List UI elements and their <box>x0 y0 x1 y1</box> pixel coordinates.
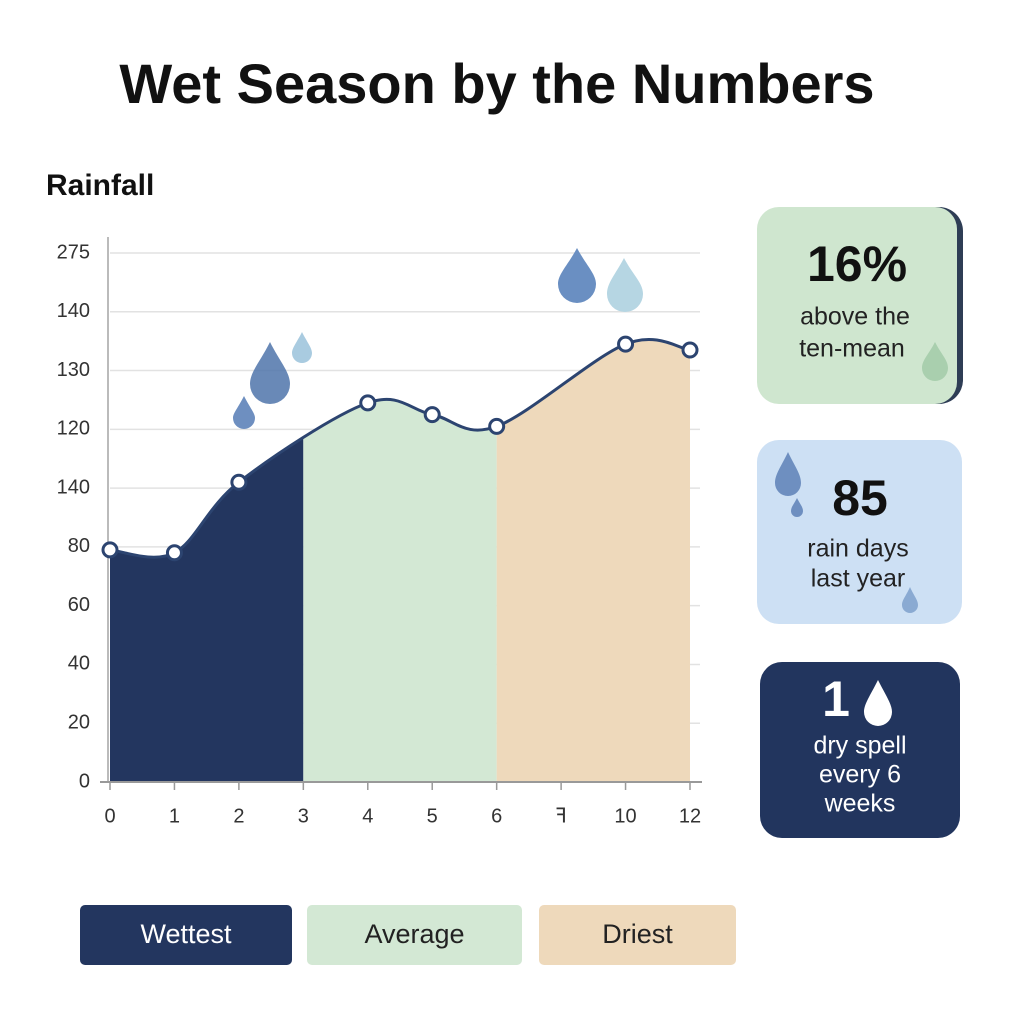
x-tick-label: 12 <box>679 805 701 827</box>
point <box>423 406 441 424</box>
legend-swatch <box>80 905 292 965</box>
chart-title: Rainfall <box>46 169 154 202</box>
x-tick-label: 5 <box>427 805 438 827</box>
legend-label: Average <box>364 919 464 949</box>
y-tick-label: 80 <box>68 535 90 557</box>
card-headline: 1 <box>822 671 850 727</box>
x-tick-label: 10 <box>614 805 636 827</box>
stat-card: 16% above the ten-mean <box>757 207 963 404</box>
legend-label: Wettest <box>140 919 232 949</box>
region-area <box>110 437 304 782</box>
stat-card: 85 rain days last year <box>757 440 962 624</box>
card-text: above the <box>800 303 910 331</box>
point <box>101 541 119 559</box>
legend-label: Driest <box>602 919 673 949</box>
y-tick-label: 275 <box>57 241 90 263</box>
card-headline: 85 <box>832 470 888 526</box>
card-text: rain days <box>807 535 908 563</box>
point <box>359 394 377 412</box>
card-headline: 16% <box>807 236 907 292</box>
y-tick-label: 140 <box>57 476 90 498</box>
y-tick-label: 120 <box>57 418 90 440</box>
card-text: every 6 <box>819 761 901 789</box>
droplets <box>233 248 643 429</box>
legend-swatch <box>539 905 736 965</box>
x-tick-label: 0 <box>104 805 115 827</box>
region-area <box>496 339 690 782</box>
point <box>165 544 183 562</box>
x-tick-label: 6 <box>491 805 502 827</box>
point <box>617 335 635 353</box>
legend-swatch <box>307 905 522 965</box>
point <box>488 417 506 435</box>
x-tick-label: ꟻ <box>555 805 567 827</box>
point <box>230 473 248 491</box>
y-tick-label: 40 <box>68 653 90 675</box>
card-text: last year <box>811 565 905 593</box>
point <box>681 341 699 359</box>
stat-card: 1 dry spell every 6 weeks <box>760 662 960 838</box>
x-tick-label: 2 <box>233 805 244 827</box>
region-area <box>303 399 497 782</box>
x-tick-label: 4 <box>362 805 373 827</box>
card-text: ten-mean <box>799 335 905 363</box>
y-tick-label: 20 <box>68 712 90 734</box>
x-tick-label: 3 <box>298 805 309 827</box>
y-tick-label: 0 <box>79 770 90 792</box>
y-tick-label: 130 <box>57 359 90 381</box>
x-tick-label: 1 <box>169 805 180 827</box>
rain-line <box>109 338 691 559</box>
y-tick-label: 60 <box>68 594 90 616</box>
page-title: Wet Season by the Numbers <box>119 52 874 115</box>
y-tick-label: 140 <box>57 300 90 322</box>
card-text: dry spell <box>813 732 906 760</box>
card-text: weeks <box>824 790 896 818</box>
